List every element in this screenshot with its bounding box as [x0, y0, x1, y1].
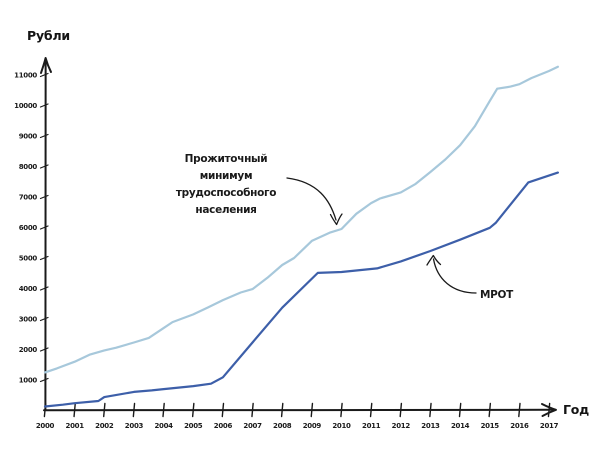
x-tick-2015 [488, 402, 492, 418]
x-tick-label-2011: 2011 [362, 422, 381, 430]
y-tick-8000 [39, 164, 49, 169]
x-tick-label-2012: 2012 [392, 422, 411, 430]
y-tick-4000 [39, 286, 49, 291]
x-tick-label-2002: 2002 [95, 422, 114, 430]
x-tick-label-2017: 2017 [540, 422, 559, 430]
y-tick-11000 [39, 72, 49, 78]
x-tick-label-2008: 2008 [273, 422, 292, 430]
x-tick-label-2010: 2010 [332, 422, 351, 430]
x-tick-2005 [191, 402, 195, 418]
x-axis-title: Год [563, 402, 590, 417]
y-tick-10000 [39, 103, 49, 108]
x-tick-2003 [132, 402, 136, 418]
x-tick-label-2014: 2014 [451, 422, 470, 430]
pm-annotation-label-line2: минимум [200, 170, 252, 182]
x-tick-2013 [429, 402, 432, 418]
x-tick-2008 [280, 402, 284, 418]
x-tick-label-2013: 2013 [421, 422, 440, 430]
x-tick-label-2015: 2015 [481, 422, 500, 430]
x-tick-2014 [458, 402, 462, 418]
pm-annotation-arrow [286, 177, 337, 221]
mrot-series-line [43, 171, 560, 408]
x-tick-label-2016: 2016 [510, 422, 529, 430]
x-tick-label-2006: 2006 [214, 422, 233, 430]
y-tick-label-7000: 7000 [19, 194, 38, 202]
y-tick-2000 [39, 347, 49, 352]
pm-series-line [43, 65, 560, 374]
x-tick-label-2007: 2007 [243, 422, 262, 430]
x-tick-2001 [73, 402, 76, 418]
x-tick-label-2004: 2004 [154, 422, 173, 430]
y-axis-line [44, 60, 47, 411]
x-axis-arrowhead-icon [541, 403, 557, 417]
x-tick-label-2000: 2000 [36, 422, 55, 430]
y-tick-label-1000: 1000 [19, 377, 38, 385]
y-tick-label-2000: 2000 [19, 346, 38, 354]
x-tick-2011 [369, 402, 373, 418]
y-axis-title: Рубли [27, 28, 70, 43]
y-tick-9000 [39, 133, 49, 139]
y-tick-1000 [39, 377, 49, 383]
mrot-annotation-label: МРОТ [480, 289, 514, 301]
mrot-annotation-arrow [432, 258, 477, 294]
x-tick-label-2005: 2005 [184, 422, 203, 430]
y-tick-label-9000: 9000 [19, 133, 38, 141]
pm-annotation-arrowhead-icon [329, 213, 343, 226]
x-tick-label-2003: 2003 [125, 422, 144, 430]
mrot-annotation-arrowhead-icon [426, 254, 442, 266]
y-axis-arrowhead-icon [40, 57, 52, 74]
y-tick-7000 [39, 194, 49, 200]
y-tick-label-5000: 5000 [19, 255, 38, 263]
x-tick-2010 [340, 402, 343, 418]
x-tick-2016 [518, 402, 521, 418]
y-tick-label-8000: 8000 [19, 163, 38, 171]
y-tick-6000 [39, 225, 49, 230]
y-tick-label-3000: 3000 [19, 316, 38, 324]
x-tick-2012 [399, 402, 403, 418]
x-tick-2007 [251, 402, 254, 418]
pm-annotation-label-line4: населения [195, 204, 256, 216]
x-tick-2004 [162, 402, 165, 418]
x-tick-2009 [310, 402, 314, 418]
y-tick-label-10000: 10000 [14, 102, 37, 110]
x-tick-2017 [547, 402, 551, 418]
x-tick-label-2001: 2001 [66, 422, 85, 430]
x-tick-2006 [221, 402, 225, 418]
y-tick-label-6000: 6000 [19, 224, 38, 232]
y-tick-3000 [39, 316, 49, 322]
x-tick-2002 [102, 402, 106, 418]
y-tick-label-11000: 11000 [14, 72, 37, 80]
x-tick-label-2009: 2009 [303, 422, 322, 430]
pm-annotation-label-line1: Прожиточный [185, 153, 268, 165]
y-tick-5000 [39, 255, 49, 261]
pm-annotation-label-line3: трудоспособного [176, 187, 276, 199]
y-tick-label-4000: 4000 [19, 285, 38, 293]
